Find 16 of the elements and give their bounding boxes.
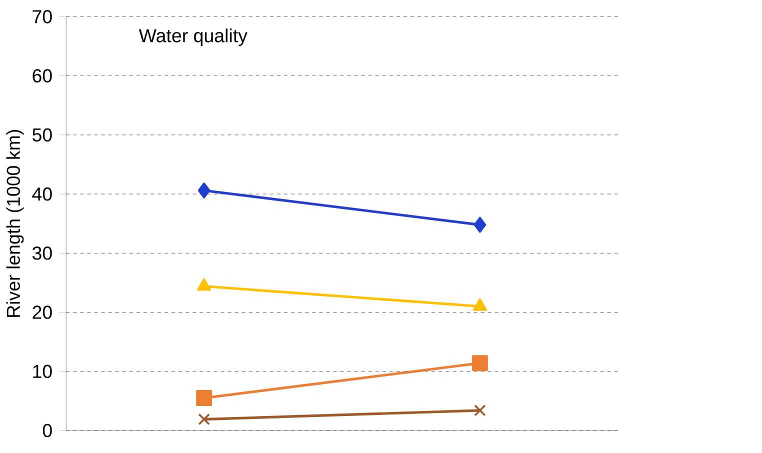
point xyxy=(198,414,210,426)
y-tick-label: 40 xyxy=(32,188,52,201)
point xyxy=(472,355,488,372)
y-axis-title: River length (1000 km) xyxy=(6,130,24,318)
point xyxy=(474,404,486,417)
y-tick-label: 0 xyxy=(42,424,52,438)
y-tick-label: 70 xyxy=(32,10,52,24)
y-tick-label: 10 xyxy=(33,364,52,378)
y-tick-label: 50 xyxy=(32,128,52,142)
y-tick-label: 20 xyxy=(32,306,52,320)
y-tick-label: 60 xyxy=(32,69,52,83)
point xyxy=(198,182,210,199)
point xyxy=(474,217,486,233)
y-tick-label: 30 xyxy=(32,246,52,260)
text: Water quality xyxy=(138,28,248,46)
point xyxy=(196,390,212,406)
